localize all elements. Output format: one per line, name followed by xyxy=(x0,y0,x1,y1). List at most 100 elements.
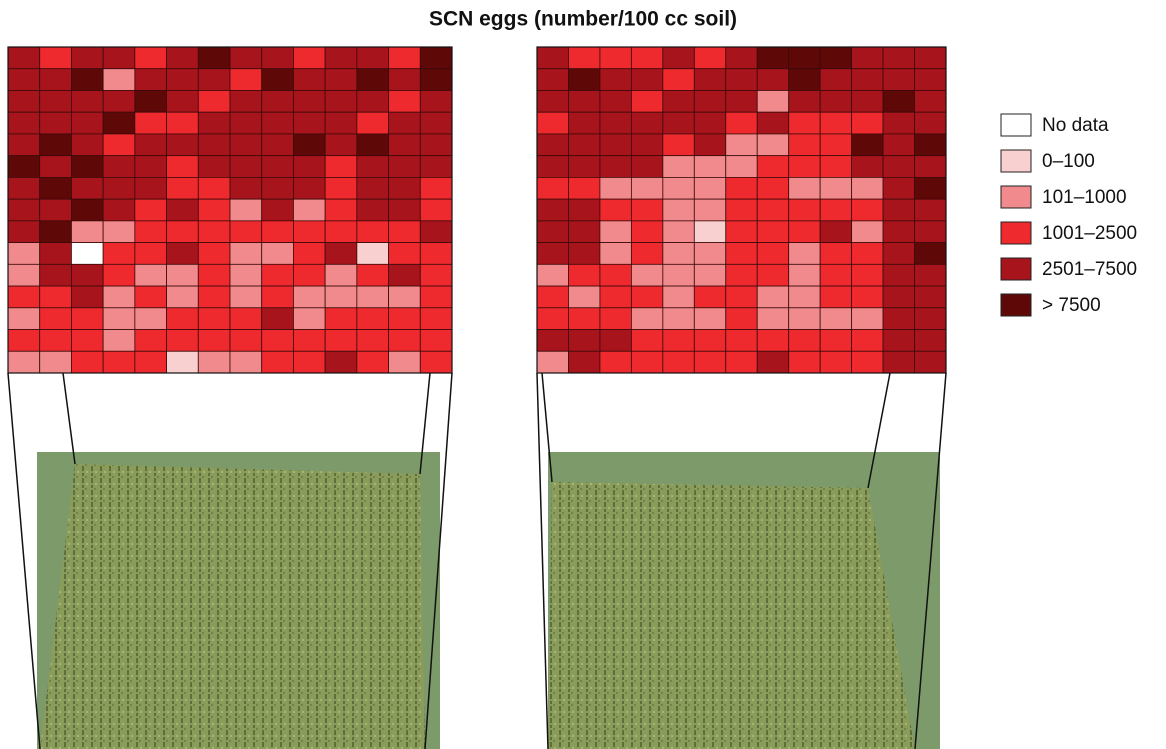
heatmap-cell xyxy=(262,69,294,91)
heatmap-cell xyxy=(103,90,135,112)
heatmap-cell xyxy=(757,351,788,373)
heatmap-cell xyxy=(820,330,851,352)
heatmap-cell xyxy=(325,351,357,373)
heatmap-cell xyxy=(198,308,230,330)
heatmap-cell xyxy=(230,177,262,199)
heatmap-cell xyxy=(325,243,357,265)
heatmap-cell xyxy=(40,69,72,91)
heatmap-cell xyxy=(757,199,788,221)
heatmap-cell xyxy=(789,330,820,352)
heatmap-cell xyxy=(631,221,662,243)
heatmap-cell xyxy=(883,308,914,330)
heatmap-cell xyxy=(600,69,631,91)
heatmap-cell xyxy=(600,243,631,265)
heatmap-cell xyxy=(883,69,914,91)
heatmap-cell xyxy=(389,199,421,221)
heatmap-cell xyxy=(230,134,262,156)
heatmap-cell xyxy=(357,69,389,91)
heatmap-cell xyxy=(389,69,421,91)
heatmap-cell xyxy=(230,264,262,286)
heatmap-cell xyxy=(883,199,914,221)
heatmap-cell xyxy=(198,177,230,199)
heatmap-cell xyxy=(389,351,421,373)
heatmap-cell xyxy=(293,177,325,199)
heatmap-cell xyxy=(167,286,199,308)
heatmap-cell xyxy=(293,90,325,112)
heatmap-cell xyxy=(420,351,452,373)
heatmap-cell xyxy=(389,221,421,243)
heatmap-cell xyxy=(600,199,631,221)
heatmap-cell xyxy=(325,134,357,156)
heatmap-cell xyxy=(915,330,946,352)
heatmap-cell xyxy=(103,156,135,178)
heatmap-cell xyxy=(293,243,325,265)
heatmap-cell xyxy=(820,264,851,286)
heatmap-cell xyxy=(262,243,294,265)
heatmap-cell xyxy=(103,199,135,221)
heatmap-cell xyxy=(325,199,357,221)
heatmap-cell xyxy=(40,308,72,330)
heatmap-cell xyxy=(389,134,421,156)
heatmap-cell xyxy=(915,221,946,243)
heatmap-cell xyxy=(663,330,694,352)
heatmap-cell xyxy=(631,69,662,91)
heatmap-cell xyxy=(198,156,230,178)
heatmap-cell xyxy=(600,156,631,178)
heatmap-cell xyxy=(357,47,389,69)
heatmap-cell xyxy=(40,90,72,112)
heatmap-cell xyxy=(537,177,568,199)
heatmap-cell xyxy=(71,90,103,112)
heatmap-cell xyxy=(40,47,72,69)
heatmap-cell xyxy=(600,351,631,373)
heatmap-cell xyxy=(103,112,135,134)
heatmap-cell xyxy=(883,221,914,243)
heatmap-cell xyxy=(357,330,389,352)
heatmap-cell xyxy=(789,286,820,308)
heatmap-cell xyxy=(726,112,757,134)
heatmap-cell xyxy=(694,156,725,178)
heatmap-cell xyxy=(389,156,421,178)
heatmap-cell xyxy=(198,47,230,69)
heatmap-cell xyxy=(537,69,568,91)
heatmap-cell xyxy=(852,177,883,199)
heatmap-cell xyxy=(230,243,262,265)
heatmap-cell xyxy=(262,90,294,112)
heatmap-cell xyxy=(789,134,820,156)
heatmap-cell xyxy=(293,112,325,134)
heatmap-cell xyxy=(262,286,294,308)
heatmap-cell xyxy=(135,69,167,91)
heatmap-cell xyxy=(135,221,167,243)
heatmap-cell xyxy=(915,90,946,112)
heatmap-cell xyxy=(663,112,694,134)
heatmap-cell xyxy=(568,156,599,178)
heatmap-cell xyxy=(820,221,851,243)
heatmap-cell xyxy=(600,221,631,243)
heatmap-cell xyxy=(325,221,357,243)
heatmap-cell xyxy=(883,177,914,199)
heatmap-cell xyxy=(883,351,914,373)
heatmap-cell xyxy=(631,243,662,265)
heatmap-cell xyxy=(537,134,568,156)
heatmap-cell xyxy=(789,221,820,243)
heatmap-cell xyxy=(40,134,72,156)
heatmap-cell xyxy=(40,351,72,373)
heatmap-cell xyxy=(198,90,230,112)
heatmap-cell xyxy=(694,90,725,112)
heatmap-cell xyxy=(757,286,788,308)
heatmap-cell xyxy=(293,156,325,178)
heatmap-cell xyxy=(293,69,325,91)
heatmap-cell xyxy=(71,199,103,221)
heatmap-cell xyxy=(631,286,662,308)
heatmap-cell xyxy=(230,47,262,69)
heatmap-cell xyxy=(325,264,357,286)
legend-swatch xyxy=(1001,258,1031,280)
heatmap-cell xyxy=(694,134,725,156)
heatmap-cell xyxy=(357,177,389,199)
heatmap-cell xyxy=(726,134,757,156)
heatmap-cell xyxy=(820,177,851,199)
heatmap-cell xyxy=(852,47,883,69)
heatmap-cell xyxy=(915,112,946,134)
heatmap-cell xyxy=(726,286,757,308)
heatmap-cell xyxy=(789,308,820,330)
heatmap-cell xyxy=(135,47,167,69)
